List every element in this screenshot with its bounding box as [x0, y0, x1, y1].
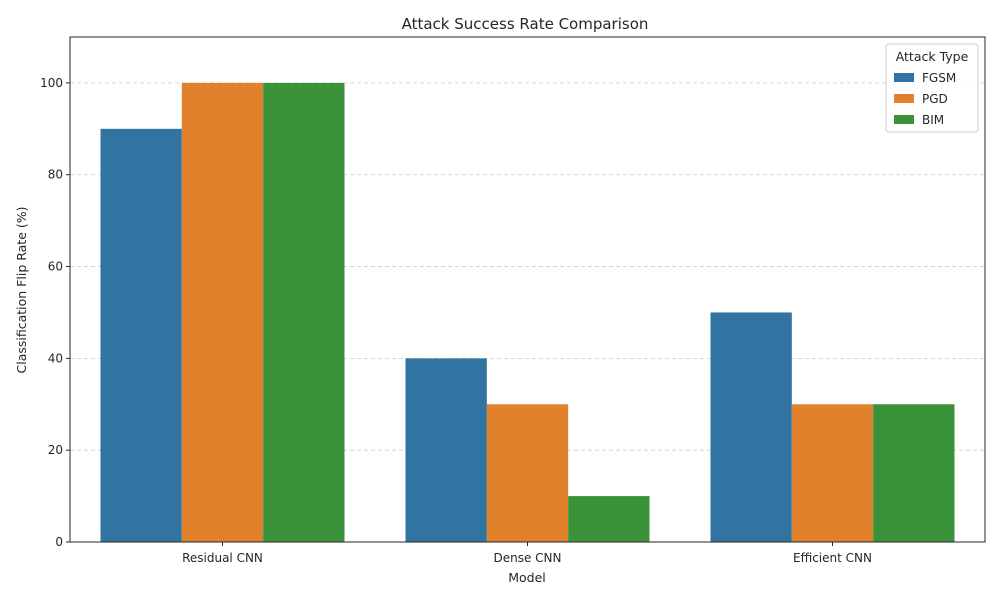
legend-swatch-bim — [894, 115, 914, 124]
bars — [100, 82, 955, 542]
legend-title: Attack Type — [896, 49, 969, 64]
bar-bim-1 — [568, 496, 650, 542]
legend: Attack Type FGSM PGD BIM — [885, 43, 979, 133]
x-tick-label: Residual CNN — [182, 551, 263, 565]
x-axis-ticks: Residual CNN Dense CNN Efficient CNN — [182, 542, 872, 565]
legend-label-pgd: PGD — [922, 92, 948, 106]
legend-label-fgsm: FGSM — [922, 71, 956, 85]
x-axis-label: Model — [508, 570, 546, 585]
chart-title: Attack Success Rate Comparison — [402, 15, 649, 33]
bar-fgsm-1 — [405, 358, 487, 542]
y-tick-label: 80 — [48, 168, 63, 182]
bar-bim-0 — [263, 82, 345, 542]
legend-label-bim: BIM — [922, 113, 944, 127]
x-tick-label: Dense CNN — [493, 551, 561, 565]
legend-swatch-fgsm — [894, 73, 914, 82]
y-tick-label: 20 — [48, 443, 63, 457]
legend-box — [885, 43, 979, 133]
y-tick-label: 0 — [55, 535, 63, 549]
x-tick-label: Efficient CNN — [793, 551, 872, 565]
y-tick-label: 60 — [48, 260, 63, 274]
bar-pgd-1 — [486, 404, 569, 542]
bar-fgsm-2 — [710, 312, 792, 542]
y-tick-label: 100 — [40, 76, 63, 90]
legend-swatch-pgd — [894, 94, 914, 103]
y-axis-ticks: 0 20 40 60 80 100 — [40, 76, 70, 549]
y-axis-label: Classification Flip Rate (%) — [14, 207, 29, 374]
bar-fgsm-0 — [100, 128, 182, 542]
y-tick-label: 40 — [48, 351, 63, 365]
bar-pgd-0 — [181, 82, 264, 542]
bar-bim-2 — [873, 404, 955, 542]
bar-pgd-2 — [791, 404, 874, 542]
